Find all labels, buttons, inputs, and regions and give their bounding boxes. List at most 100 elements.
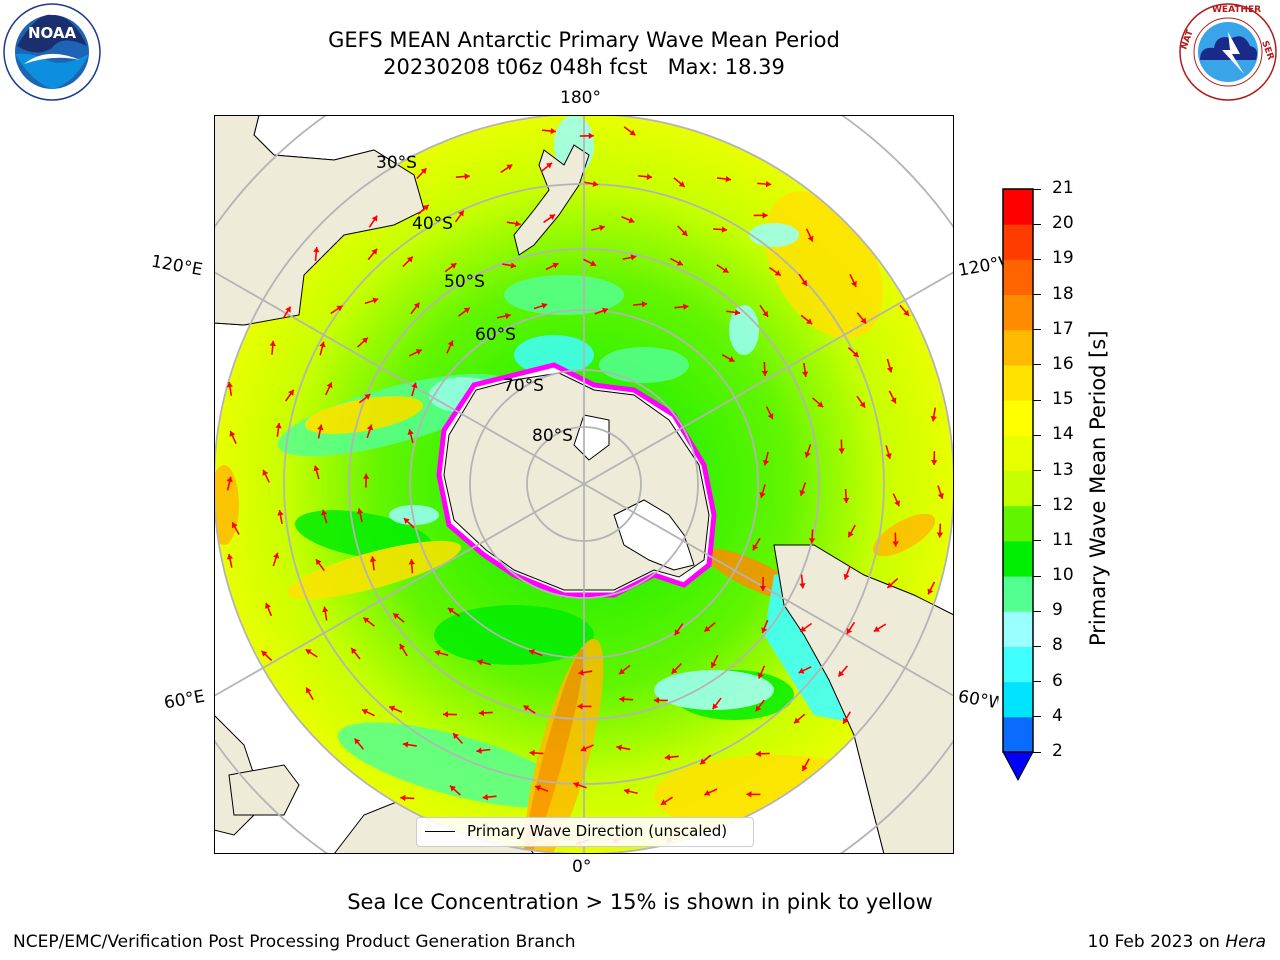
colorbar-tick-label: 10 — [1052, 565, 1074, 586]
colorbar-cell — [1003, 505, 1033, 542]
wave-vector-head — [927, 588, 934, 595]
wave-vector-head — [411, 382, 418, 389]
wave-vector-head — [592, 180, 599, 188]
colorbar-tick-label: 14 — [1052, 424, 1074, 445]
colorbar-tick-label: 4 — [1052, 705, 1063, 726]
wave-vector-head — [755, 750, 761, 758]
wave-vector-head — [892, 541, 899, 547]
colorbar-tick-label: 13 — [1052, 459, 1074, 480]
wave-vector-head — [269, 340, 276, 347]
wave-vector-head — [725, 175, 732, 183]
wave-vector-head — [801, 371, 809, 377]
colorbar-tick-mark — [1033, 540, 1041, 542]
lat-label-60s: 60°S — [475, 325, 516, 345]
date-value: 10 Feb 2023 on — [1087, 932, 1226, 952]
wave-vector-head — [588, 132, 594, 140]
wave-vector-head — [873, 626, 880, 632]
wave-vector-head — [806, 318, 813, 325]
wave-vector-head — [653, 697, 659, 704]
wave-vector-head — [322, 606, 329, 613]
colorbar-cell — [1003, 716, 1033, 753]
colorbar-tick-mark — [1033, 681, 1041, 683]
wave-vector-head — [372, 297, 379, 304]
wave-vector-head — [623, 788, 630, 795]
colorbar — [1002, 188, 1034, 782]
map-legend: Primary Wave Direction (unscaled) — [416, 817, 754, 847]
wave-vector-head — [761, 370, 769, 376]
wave-vector-head — [852, 351, 859, 358]
wave-vector-head — [505, 312, 511, 320]
wave-vector-head — [890, 397, 897, 404]
wave-vector-head — [712, 703, 719, 710]
wave-vector-head — [752, 544, 759, 551]
wave-vector-head — [590, 260, 597, 267]
wave-vector-head — [683, 303, 689, 310]
wave-vector-head — [937, 492, 944, 499]
wave-vector-head — [273, 552, 280, 559]
wave-vector-head — [313, 465, 320, 472]
colorbar-cell — [1003, 681, 1033, 718]
wave-vector-head — [842, 497, 850, 504]
wave-vector-head — [671, 667, 678, 674]
wave-vector-head — [402, 741, 409, 748]
colorbar-tick-mark — [1033, 223, 1041, 225]
wave-vector-head — [817, 401, 824, 408]
wave-vector-head — [860, 317, 867, 324]
wave-vector-head — [799, 583, 806, 589]
wave-vector-head — [403, 518, 410, 524]
wave-vector-head — [231, 522, 238, 529]
wave-vector-head — [602, 307, 608, 314]
wave-vector-head — [838, 670, 845, 677]
wave-vector-head — [848, 531, 854, 538]
wave-vector-head — [802, 764, 808, 771]
wave-vector-head — [535, 785, 541, 792]
wave-vector-head — [420, 168, 427, 175]
wave-vector-head — [851, 280, 857, 287]
wave-vector-head — [389, 705, 396, 712]
svg-text:WEATHER: WEATHER — [1212, 5, 1261, 15]
colorbar-tick-label: 2 — [1052, 741, 1063, 761]
wave-vector-head — [422, 204, 429, 211]
wave-vector-head — [229, 430, 236, 437]
wave-vector-head — [801, 279, 807, 286]
colorbar-tick-label: 8 — [1052, 635, 1063, 656]
wave-vector-head — [317, 424, 324, 431]
colorbar-extend-arrow — [1002, 751, 1034, 782]
legend-label: Primary Wave Direction (unscaled) — [467, 822, 728, 840]
colorbar-tick-mark — [1033, 258, 1041, 260]
wave-vector-head — [762, 459, 770, 466]
colorbar-tick-mark — [1033, 434, 1041, 436]
wave-vector-head — [361, 337, 368, 344]
colorbar-tick-mark — [1033, 188, 1041, 190]
colorbar-tick-mark — [1033, 294, 1041, 296]
wave-vector-head — [800, 626, 807, 632]
wave-vector-head — [226, 476, 233, 483]
wave-vector-head — [326, 382, 333, 389]
wave-vector-head — [767, 413, 774, 420]
wave-vector-head — [264, 602, 271, 609]
wave-vector-head — [506, 164, 513, 171]
wave-vector-head — [619, 696, 625, 703]
colorbar-tick-mark — [1033, 716, 1041, 718]
wave-vector-head — [371, 215, 378, 222]
wave-vector-head — [262, 469, 269, 476]
wave-vector-head — [313, 247, 320, 253]
wave-vector-head — [550, 127, 556, 135]
colorbar-cell — [1003, 294, 1033, 331]
wave-vector-head — [315, 559, 322, 566]
colorbar-cell — [1003, 259, 1033, 296]
wave-vector-head — [464, 173, 470, 180]
wave-vector-head — [285, 306, 291, 313]
wave-vector-head — [761, 627, 768, 634]
lat-label-30s: 30°S — [376, 153, 417, 173]
wave-vector-head — [799, 489, 806, 496]
wave-vector-head — [406, 256, 413, 263]
wave-vector-head — [288, 389, 294, 396]
wave-vector-head — [838, 448, 845, 454]
wave-vector-head — [549, 214, 556, 221]
wave-vector-head — [804, 451, 811, 458]
wave-vector-head — [734, 309, 741, 316]
colorbar-cell — [1003, 400, 1033, 436]
wave-vector-head — [578, 669, 584, 676]
lat-label-80s: 80°S — [532, 426, 573, 446]
